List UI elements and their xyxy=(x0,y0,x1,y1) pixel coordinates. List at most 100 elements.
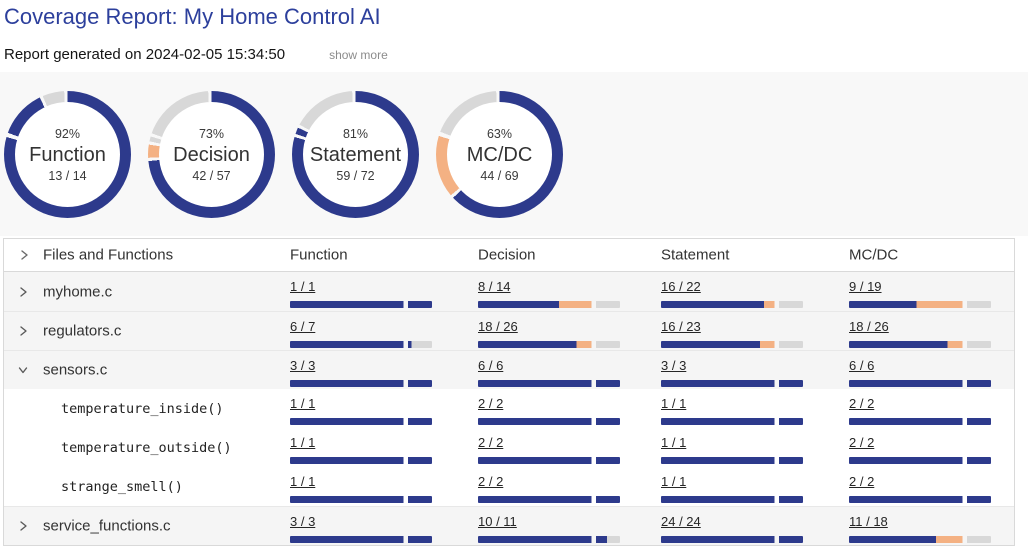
coverage-value-link[interactable]: 24 / 24 xyxy=(661,514,701,529)
coverage-value-link[interactable]: 1 / 1 xyxy=(290,396,316,411)
coverage-bar xyxy=(849,301,991,308)
expand-all-chevron-right-icon[interactable] xyxy=(18,249,30,261)
coverage-bar xyxy=(290,341,432,348)
table-row-file[interactable]: sensors.c 3 / 3 6 / 6 3 / 3 6 / 6 xyxy=(4,350,1014,389)
coverage-value-link[interactable]: 2 / 2 xyxy=(849,435,875,450)
table-row-file[interactable]: regulators.c 6 / 7 18 / 26 16 / 23 18 / … xyxy=(4,311,1014,350)
coverage-donut-group: 92% Function 13 / 14 73% Decision 42 / 5… xyxy=(4,91,563,218)
coverage-cell: 1 / 1 xyxy=(661,434,803,464)
coverage-bar xyxy=(849,536,991,543)
coverage-bar xyxy=(661,457,803,464)
coverage-bar xyxy=(849,457,991,464)
show-more-link[interactable]: show more xyxy=(329,48,388,62)
donut-text: 81% Statement 59 / 72 xyxy=(292,91,419,218)
donut-text: 63% MC/DC 44 / 69 xyxy=(436,91,563,218)
coverage-bar xyxy=(661,536,803,543)
coverage-value-link[interactable]: 2 / 2 xyxy=(478,435,504,450)
file-name: myhome.c xyxy=(43,283,113,300)
coverage-value-link[interactable]: 6 / 6 xyxy=(849,358,875,373)
coverage-bar xyxy=(290,418,432,425)
coverage-cell: 6 / 7 xyxy=(290,318,432,348)
coverage-bar xyxy=(849,496,991,503)
coverage-value-link[interactable]: 1 / 1 xyxy=(290,279,316,294)
donut-ratio: 13 / 14 xyxy=(48,168,87,183)
coverage-value-link[interactable]: 2 / 2 xyxy=(849,396,875,411)
coverage-cell: 6 / 6 xyxy=(478,357,620,387)
file-name: service_functions.c xyxy=(43,517,171,535)
coverage-value-link[interactable]: 18 / 26 xyxy=(849,319,889,334)
coverage-value-link[interactable]: 3 / 3 xyxy=(290,514,316,529)
table-row-function[interactable]: temperature_inside() 1 / 1 2 / 2 1 / 1 2… xyxy=(4,389,1014,428)
chevron-right-icon[interactable] xyxy=(17,286,29,298)
coverage-bar xyxy=(849,380,991,387)
coverage-cell: 1 / 1 xyxy=(290,395,432,425)
coverage-bar xyxy=(849,418,991,425)
coverage-value-link[interactable]: 3 / 3 xyxy=(290,358,316,373)
column-header-files: Files and Functions xyxy=(43,246,174,264)
coverage-value-link[interactable]: 6 / 6 xyxy=(478,358,504,373)
coverage-cell: 16 / 23 xyxy=(661,318,803,348)
chevron-right-icon[interactable] xyxy=(17,325,29,337)
donut-ratio: 59 / 72 xyxy=(336,168,375,183)
coverage-value-link[interactable]: 2 / 2 xyxy=(478,396,504,411)
table-row-file[interactable]: service_functions.c 3 / 3 10 / 11 24 / 2… xyxy=(4,506,1014,545)
coverage-value-link[interactable]: 18 / 26 xyxy=(478,319,518,334)
coverage-bar xyxy=(478,341,620,348)
table-row-file[interactable]: myhome.c 1 / 1 8 / 14 16 / 22 9 / 19 xyxy=(4,272,1014,311)
coverage-bar xyxy=(478,301,620,308)
donut-label: Function xyxy=(29,143,106,166)
coverage-value-link[interactable]: 1 / 1 xyxy=(290,474,316,489)
donut-percent: 92% xyxy=(54,126,81,141)
table-row-function[interactable]: strange_smell() 1 / 1 2 / 2 1 / 1 2 / 2 xyxy=(4,467,1014,506)
coverage-value-link[interactable]: 1 / 1 xyxy=(661,435,687,450)
coverage-bar xyxy=(478,418,620,425)
column-header-statement: Statement xyxy=(661,246,730,264)
coverage-value-link[interactable]: 9 / 19 xyxy=(849,279,882,294)
coverage-value-link[interactable]: 6 / 7 xyxy=(290,319,316,334)
coverage-value-link[interactable]: 16 / 23 xyxy=(661,319,701,334)
coverage-cell: 18 / 26 xyxy=(478,318,620,348)
file-name: regulators.c xyxy=(43,322,122,340)
function-name: strange_smell() xyxy=(61,478,183,495)
coverage-bar xyxy=(290,457,432,464)
coverage-cell: 10 / 11 xyxy=(478,513,620,543)
coverage-cell: 3 / 3 xyxy=(661,357,803,387)
coverage-cell: 8 / 14 xyxy=(478,278,620,308)
coverage-value-link[interactable]: 2 / 2 xyxy=(849,474,875,489)
coverage-value-link[interactable]: 8 / 14 xyxy=(478,279,511,294)
page-title: Coverage Report: My Home Control AI xyxy=(4,4,381,29)
coverage-cell: 18 / 26 xyxy=(849,318,991,348)
coverage-value-link[interactable]: 1 / 1 xyxy=(661,396,687,411)
coverage-value-link[interactable]: 10 / 11 xyxy=(478,514,517,529)
coverage-bar xyxy=(290,380,432,387)
function-name: temperature_inside() xyxy=(61,400,224,417)
coverage-value-link[interactable]: 1 / 1 xyxy=(290,435,316,450)
coverage-donut-mcdc: 63% MC/DC 44 / 69 xyxy=(436,91,563,218)
table-row-function[interactable]: temperature_outside() 1 / 1 2 / 2 1 / 1 … xyxy=(4,428,1014,467)
coverage-cell: 2 / 2 xyxy=(478,473,620,503)
coverage-cell: 1 / 1 xyxy=(661,395,803,425)
coverage-cell: 1 / 1 xyxy=(290,434,432,464)
donut-text: 92% Function 13 / 14 xyxy=(4,91,131,218)
coverage-value-link[interactable]: 3 / 3 xyxy=(661,358,687,373)
coverage-cell: 16 / 22 xyxy=(661,278,803,308)
coverage-value-link[interactable]: 16 / 22 xyxy=(661,279,701,294)
coverage-cell: 1 / 1 xyxy=(661,473,803,503)
chevron-right-icon[interactable] xyxy=(17,520,29,532)
coverage-bar xyxy=(661,380,803,387)
donut-text: 73% Decision 42 / 57 xyxy=(148,91,275,218)
donut-label: Decision xyxy=(173,143,250,166)
function-name: temperature_outside() xyxy=(61,439,232,456)
coverage-cell: 24 / 24 xyxy=(661,513,803,543)
coverage-value-link[interactable]: 2 / 2 xyxy=(478,474,504,489)
coverage-value-link[interactable]: 1 / 1 xyxy=(661,474,687,489)
coverage-value-link[interactable]: 11 / 18 xyxy=(849,514,888,529)
coverage-donut-statement: 81% Statement 59 / 72 xyxy=(292,91,419,218)
coverage-donut-decision: 73% Decision 42 / 57 xyxy=(148,91,275,218)
chevron-down-icon[interactable] xyxy=(17,364,29,376)
coverage-cell: 2 / 2 xyxy=(849,434,991,464)
coverage-table: Files and Functions Function Decision St… xyxy=(3,238,1015,546)
coverage-bar xyxy=(290,536,432,543)
donut-percent: 73% xyxy=(198,126,225,141)
donut-label: Statement xyxy=(309,143,402,166)
